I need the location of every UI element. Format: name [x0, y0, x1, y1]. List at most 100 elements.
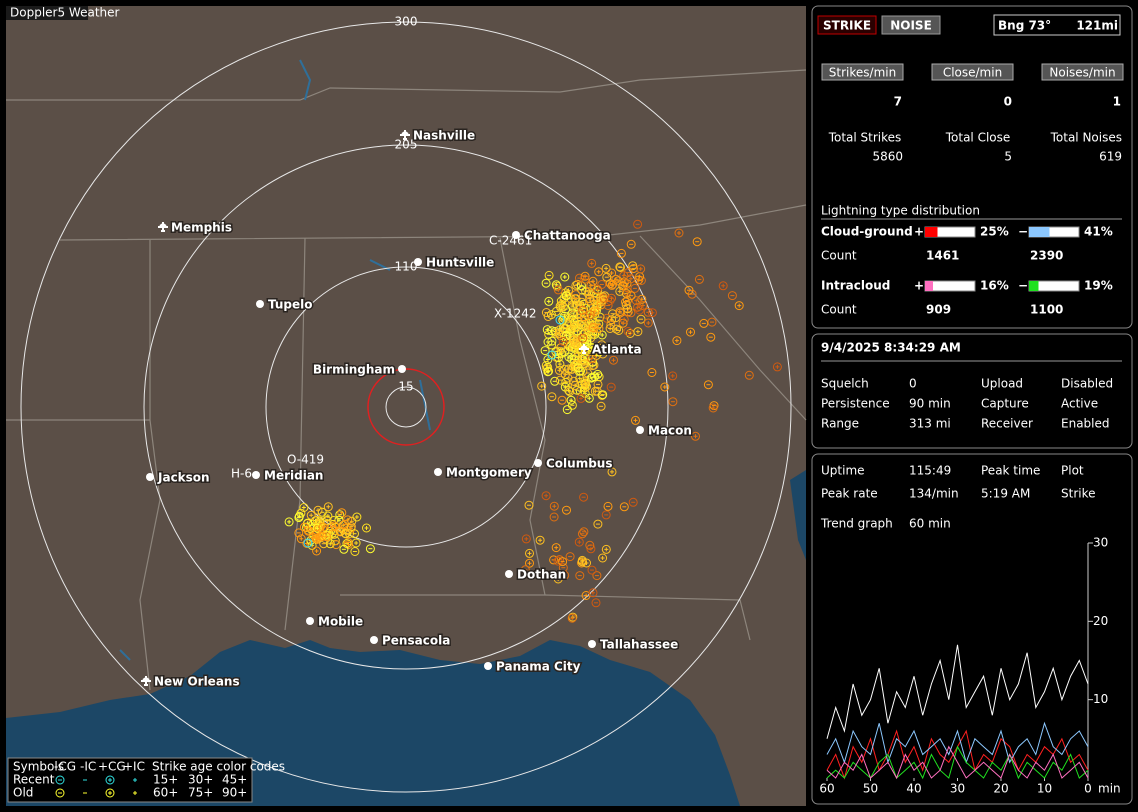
strike-symbol	[598, 295, 608, 305]
strike-symbol	[294, 528, 304, 538]
strike-symbol	[591, 298, 596, 303]
city-label: Huntsville	[426, 256, 494, 270]
legend-symbol	[105, 788, 115, 798]
rate-label-box	[1041, 63, 1124, 81]
strike-symbol	[565, 552, 575, 562]
strike-symbol	[596, 401, 606, 411]
total-label: Total Strikes	[828, 131, 902, 145]
legend-age: 45+	[222, 773, 247, 787]
strike-symbol	[318, 522, 328, 532]
distance: 121mi	[1076, 19, 1118, 33]
strike-symbol	[566, 316, 571, 321]
strike-symbol	[628, 497, 638, 507]
strike-symbol	[306, 535, 316, 545]
strike-symbol	[609, 283, 614, 288]
strike-symbol	[544, 493, 549, 498]
strike-symbol	[549, 512, 559, 522]
strike-symbol	[626, 274, 636, 284]
strike-symbol	[587, 565, 597, 575]
city-label: Macon	[648, 424, 692, 438]
strike-symbol	[623, 304, 632, 314]
trend-line	[826, 644, 1089, 739]
setting: Enabled	[1061, 417, 1110, 431]
strike-symbol	[350, 547, 360, 556]
y-tick-label: 20	[1093, 614, 1108, 628]
strike-symbol	[635, 329, 640, 334]
legend-symbol	[55, 775, 65, 785]
percent: 16%	[980, 279, 1009, 293]
strike-symbol	[594, 324, 604, 333]
strike-symbol	[575, 386, 585, 396]
noise-button[interactable]	[881, 15, 941, 35]
setting: 90 min	[909, 397, 951, 411]
strike-symbol	[610, 469, 614, 474]
strike-symbol	[670, 373, 675, 378]
strike-symbol	[721, 283, 726, 288]
strike-symbol	[557, 362, 562, 367]
strike-symbol	[562, 275, 567, 279]
x-tick-label: 10	[1037, 782, 1052, 796]
strike-symbol	[650, 310, 655, 315]
rate-value: 7	[894, 95, 902, 109]
strike-symbol	[691, 431, 700, 441]
strike-button[interactable]	[817, 15, 877, 35]
strike-symbol	[602, 313, 612, 323]
summary-panel	[811, 5, 1133, 329]
strike-symbol	[584, 287, 594, 297]
strike-symbol	[619, 314, 629, 324]
stats-panel	[811, 453, 1133, 805]
strike-symbol	[576, 393, 586, 403]
type-label: Cloud-ground	[821, 225, 913, 239]
stat: Peak time	[981, 464, 1040, 478]
distribution-title: Lightning type distribution	[821, 204, 980, 218]
percent: 19%	[1084, 279, 1113, 293]
strike-symbol	[621, 297, 630, 307]
strike-symbol	[553, 285, 563, 295]
strike-symbol	[625, 306, 630, 311]
strike-symbol	[342, 539, 352, 549]
strike-symbol	[575, 571, 585, 581]
strike-symbol	[588, 588, 598, 598]
strike-symbol	[597, 280, 607, 289]
strike-symbol	[638, 266, 643, 271]
strike-symbol	[727, 291, 737, 301]
strike-symbol	[626, 291, 636, 301]
strike-symbol	[542, 325, 552, 335]
strike-symbol	[576, 350, 581, 355]
strike-symbol	[643, 318, 653, 328]
strike-symbol	[573, 363, 583, 373]
strike-symbol	[323, 511, 333, 521]
strike-symbol	[586, 281, 596, 291]
strike-symbol	[737, 303, 742, 308]
strike-symbol	[633, 219, 643, 229]
city-label: Columbus	[546, 457, 613, 471]
strike-symbol	[577, 529, 587, 539]
strike-symbol	[564, 313, 574, 323]
stat: Peak rate	[821, 487, 878, 501]
strike-symbol	[322, 516, 332, 526]
strike-symbol	[365, 544, 375, 554]
city-label: Tupelo	[268, 298, 313, 312]
city-marker	[512, 231, 520, 239]
strike-symbol	[607, 315, 617, 325]
city-marker	[588, 640, 596, 648]
strike-symbol	[315, 518, 320, 523]
strike-symbol	[577, 376, 582, 381]
bar	[925, 281, 933, 291]
strike-symbol	[711, 406, 716, 410]
strike-symbol	[692, 237, 702, 247]
rate-value: 1	[1113, 95, 1121, 109]
strike-symbol	[626, 239, 636, 249]
strike-symbol	[633, 302, 643, 312]
strike-symbol	[541, 308, 551, 317]
city-label: Panama City	[496, 660, 581, 674]
legend-symbol	[108, 791, 112, 795]
strike-symbol	[554, 329, 564, 339]
strike-symbol	[578, 333, 588, 343]
strike-symbol	[557, 395, 567, 405]
strike-symbol	[309, 513, 314, 518]
strike-symbol	[545, 327, 550, 332]
strike-symbol	[672, 336, 682, 346]
strike-symbol	[303, 538, 313, 548]
